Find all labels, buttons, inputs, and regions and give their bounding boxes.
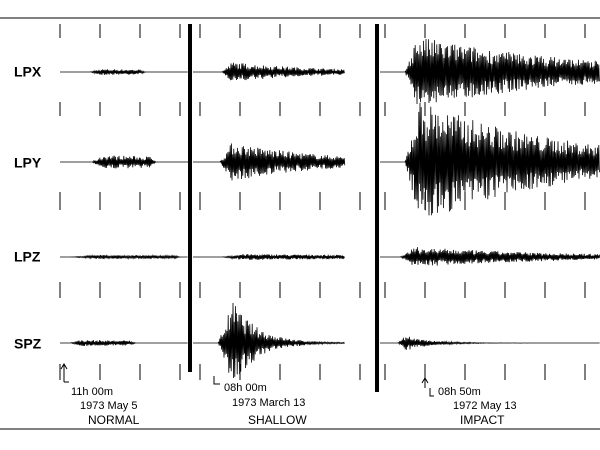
time-marker	[421, 377, 429, 388]
channel-label: LPX	[14, 64, 42, 80]
waveform	[60, 340, 188, 346]
waveform	[193, 302, 345, 379]
waveforms	[60, 38, 600, 379]
time-marker	[213, 376, 220, 385]
waveform	[60, 254, 188, 260]
waveform	[60, 69, 188, 75]
panel-time: 11h 00m	[71, 386, 113, 398]
panel-time: 08h 00m	[224, 382, 267, 394]
waveform	[380, 102, 600, 216]
waveform	[193, 143, 346, 181]
time-ticks	[59, 24, 586, 380]
panel-date: 1973 May 5	[80, 400, 137, 412]
channel-label: LPY	[14, 155, 42, 171]
panel-date: 1973 March 13	[232, 397, 305, 409]
waveform	[193, 62, 345, 81]
channel-label: LPZ	[14, 249, 41, 265]
panel-label: SHALLOW	[248, 413, 307, 427]
waveform	[380, 336, 600, 350]
waveform	[193, 254, 345, 260]
time-marker	[60, 363, 68, 382]
panel-date: 1972 May 13	[453, 400, 517, 412]
panel-label: IMPACT	[460, 413, 505, 427]
waveform	[60, 155, 188, 169]
channel-label: SPZ	[14, 336, 42, 352]
time-marker	[429, 388, 434, 397]
panel-label: NORMAL	[88, 413, 140, 427]
panel-time: 08h 50m	[438, 386, 481, 398]
waveform	[380, 247, 600, 266]
waveform	[380, 38, 600, 105]
